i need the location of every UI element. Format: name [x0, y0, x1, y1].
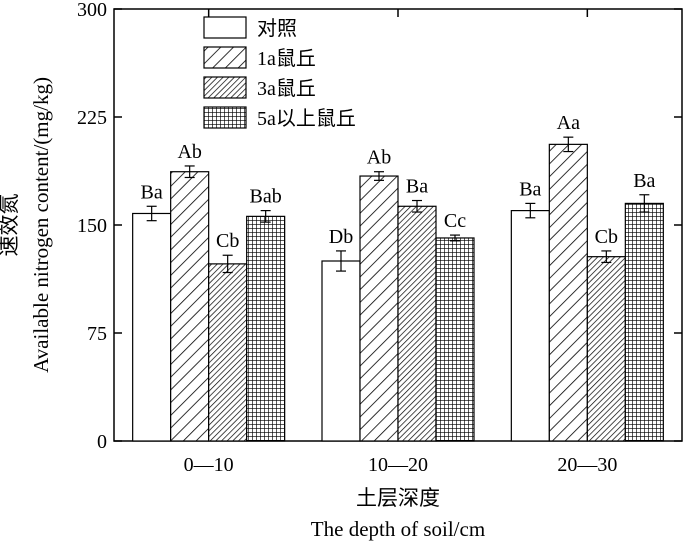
significance-label: Ba [519, 178, 541, 200]
bar [208, 263, 248, 442]
significance-label: Ab [367, 147, 391, 169]
bar [510, 210, 550, 442]
legend: 对照 1a鼠丘 3a鼠丘 5a以上鼠丘 [203, 16, 356, 130]
y-axis-title-en: Available nitrogen content/(mg/kg) [29, 77, 53, 373]
bar [246, 215, 286, 442]
significance-label: Ba [141, 181, 163, 203]
bar [435, 237, 475, 442]
bar [548, 143, 588, 442]
bar [321, 260, 361, 442]
significance-label: Cb [595, 226, 618, 248]
legend-label: 对照 [257, 17, 297, 40]
y-tick-label: 0 [97, 431, 107, 453]
y-tick-label: 225 [77, 107, 107, 129]
significance-label: Cc [444, 210, 466, 232]
x-axis-title-en: The depth of soil/cm [311, 517, 485, 541]
significance-label: Ab [177, 141, 201, 163]
y-axis-title-cn: 速效氮 [0, 194, 21, 257]
significance-label: Aa [557, 112, 580, 134]
y-tick-label: 150 [77, 215, 107, 237]
legend-label: 1a鼠丘 [257, 47, 316, 70]
y-axis-title: 速效氮 [0, 194, 21, 257]
bar [359, 175, 399, 442]
bars: Ba Ab Cb Bab Db Ab Ba Cc Ba Aa Cb Ba [132, 112, 664, 442]
significance-label: Ba [633, 170, 655, 192]
significance-label: Db [329, 226, 353, 248]
x-tick-label: 10—20 [368, 454, 428, 476]
legend-swatch [203, 106, 247, 129]
bar [397, 205, 437, 442]
x-tick-label: 0—10 [184, 454, 234, 476]
legend-label: 5a以上鼠丘 [257, 107, 356, 130]
legend-swatch [203, 16, 247, 39]
y-tick-label: 300 [77, 0, 107, 21]
y-axis-title-en-group: Available nitrogen content/(mg/kg) [29, 77, 53, 373]
legend-swatch [203, 46, 247, 69]
significance-label: Bab [250, 186, 282, 208]
legend-label: 3a鼠丘 [257, 77, 316, 100]
bar [132, 212, 172, 442]
y-tick-label: 75 [87, 323, 107, 345]
bar [170, 171, 210, 442]
legend-swatch [203, 76, 247, 99]
x-tick-label: 20—30 [557, 454, 617, 476]
y-axis: 0 75 150 225 300 [77, 0, 682, 453]
significance-label: Cb [216, 230, 239, 252]
x-axis-title-cn: 土层深度 [356, 486, 440, 510]
significance-label: Ba [406, 176, 428, 198]
bar [586, 256, 626, 442]
plot-area: 0 75 150 225 300 0—10 10—20 20—30 Ba Ab Cb Bab Db A… [77, 0, 683, 476]
bar [624, 202, 664, 442]
